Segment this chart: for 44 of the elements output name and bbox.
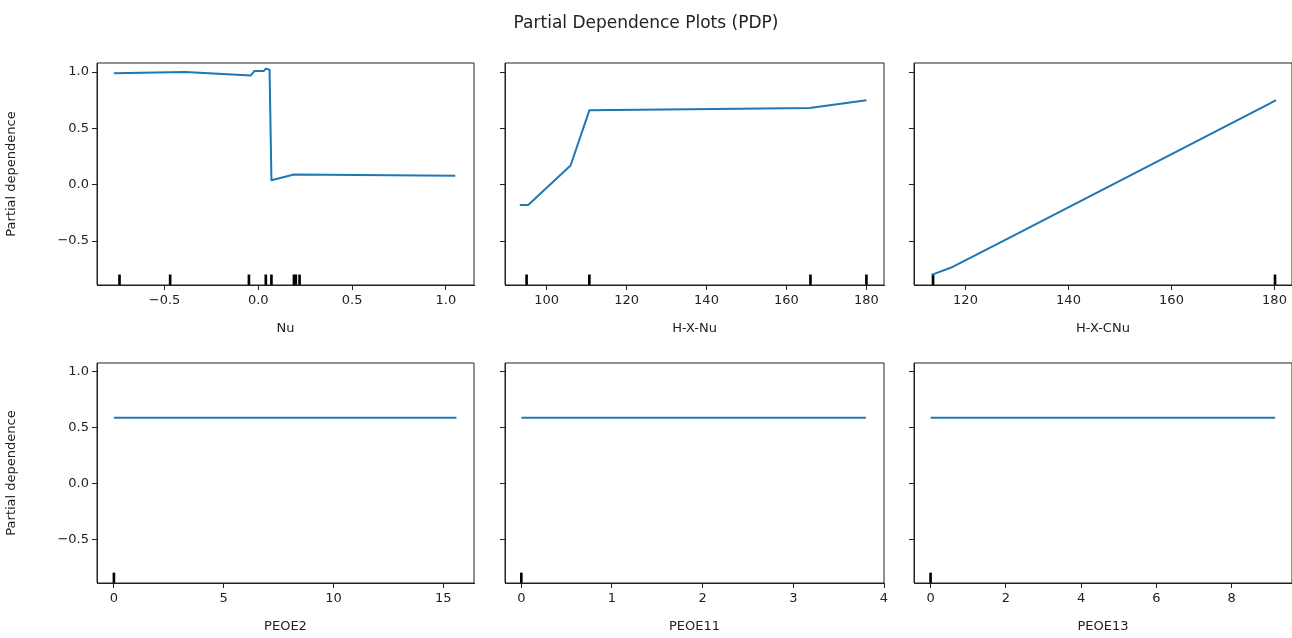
x-tick-label: 0 bbox=[517, 590, 526, 606]
y-tick-label: 0.5 bbox=[68, 119, 89, 135]
x-tick-label: 140 bbox=[694, 292, 719, 308]
y-tick-label: 0.0 bbox=[68, 474, 89, 490]
x-tick-label: 3 bbox=[789, 590, 798, 606]
x-axis-title: Nu bbox=[276, 319, 295, 335]
y-tick-label: 0.0 bbox=[68, 176, 89, 192]
x-axis-title: PEOE2 bbox=[264, 617, 307, 633]
x-tick-label: 4 bbox=[1077, 590, 1086, 606]
x-tick-label: 100 bbox=[534, 292, 559, 308]
x-tick-label: 2 bbox=[1001, 590, 1011, 606]
x-tick-label: 15 bbox=[434, 590, 452, 606]
x-tick-label: 1 bbox=[607, 590, 617, 606]
x-axis-title: H-X-Nu bbox=[672, 319, 717, 335]
y-tick-label: 0.5 bbox=[68, 419, 89, 435]
x-tick-label: −0.5 bbox=[148, 292, 181, 308]
y-axis-title: Partial dependence bbox=[3, 111, 19, 237]
x-tick-label: 4 bbox=[879, 590, 889, 606]
x-axis-title: PEOE11 bbox=[668, 617, 721, 633]
y-axis-title: Partial dependence bbox=[3, 410, 19, 536]
y-tick-label: 1.0 bbox=[68, 363, 89, 379]
x-tick-label: 1.0 bbox=[435, 292, 457, 308]
x-tick-label: 5 bbox=[219, 590, 228, 606]
y-tick-label: −0.5 bbox=[57, 232, 89, 248]
chart-title: Partial Dependence Plots (PDP) bbox=[512, 12, 780, 32]
x-tick-label: 0.0 bbox=[247, 292, 269, 308]
x-axis-title: PEOE13 bbox=[1077, 617, 1129, 633]
x-tick-label: 140 bbox=[1056, 292, 1081, 308]
x-tick-label: 0 bbox=[926, 590, 935, 606]
x-axis-title: H-X-CNu bbox=[1076, 319, 1130, 335]
y-tick-label: −0.5 bbox=[57, 530, 89, 546]
x-tick-label: 10 bbox=[325, 590, 342, 606]
x-tick-label: 8 bbox=[1227, 590, 1236, 606]
x-tick-label: 0.5 bbox=[341, 292, 363, 308]
x-tick-label: 0 bbox=[109, 590, 119, 606]
x-tick-label: 120 bbox=[614, 292, 639, 308]
x-tick-label: 180 bbox=[854, 292, 879, 308]
x-tick-label: 120 bbox=[953, 292, 978, 308]
x-tick-label: 160 bbox=[1159, 292, 1184, 308]
y-tick-label: 1.0 bbox=[68, 63, 89, 79]
x-tick-label: 6 bbox=[1152, 590, 1161, 606]
x-tick-label: 2 bbox=[698, 590, 707, 606]
x-tick-label: 180 bbox=[1262, 292, 1287, 308]
x-tick-label: 160 bbox=[774, 292, 799, 308]
